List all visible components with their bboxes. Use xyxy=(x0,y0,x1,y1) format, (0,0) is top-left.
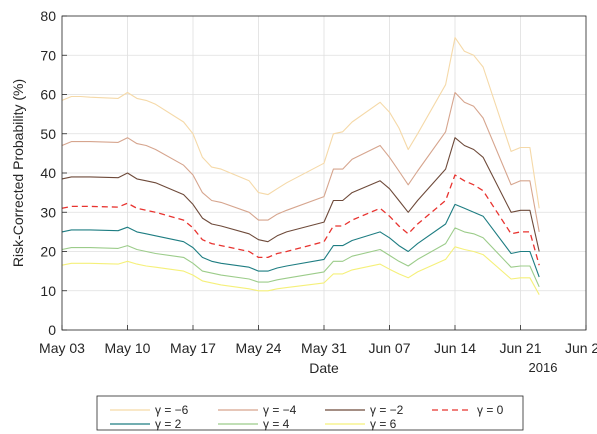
series-line-0 xyxy=(61,37,540,209)
x-tick-label: Jun 21 xyxy=(499,340,541,356)
x-axis: May 03 May 10 May 17 May 24 May 31 Jun 07 Jun … xyxy=(39,325,597,356)
legend-label-1: γ = −4 xyxy=(263,403,297,417)
series-line-4 xyxy=(61,203,540,278)
y-tick-label: 70 xyxy=(40,47,56,63)
legend-label-6: γ = 6 xyxy=(370,417,397,431)
legend: γ = −6 γ = −4 γ = −2 γ = 0 γ = 2 γ = 4 γ = 6 xyxy=(96,395,524,431)
x-tick-label: May 17 xyxy=(170,340,216,356)
series-line-1 xyxy=(61,91,540,232)
x-tick-label: May 24 xyxy=(236,340,282,356)
series-lines xyxy=(61,37,540,295)
x-tick-label: May 31 xyxy=(301,340,347,356)
x-tick-label: May 03 xyxy=(39,340,85,356)
x-tick-label: Jun 28 xyxy=(565,340,597,356)
series-line-3 xyxy=(61,174,540,266)
series-line-6 xyxy=(61,246,540,295)
y-tick-label: 40 xyxy=(40,165,56,181)
x-tick-label: Jun 07 xyxy=(368,340,410,356)
legend-label-3: γ = 0 xyxy=(477,403,504,417)
y-axis: 0 10 20 30 40 50 60 70 80 xyxy=(40,8,67,338)
y-tick-label: 0 xyxy=(48,322,56,338)
x-tick-label: May 10 xyxy=(105,340,151,356)
legend-label-0: γ = −6 xyxy=(155,403,189,417)
legend-label-4: γ = 2 xyxy=(155,417,182,431)
y-tick-label: 30 xyxy=(40,204,56,220)
y-axis-label: Risk-Corrected Probability (%) xyxy=(10,79,26,267)
legend-label-5: γ = 4 xyxy=(263,417,290,431)
x-secondary-label: 2016 xyxy=(529,360,558,375)
legend-label-2: γ = −2 xyxy=(370,403,404,417)
y-tick-label: 50 xyxy=(40,126,56,142)
legend-box xyxy=(96,395,524,431)
y-tick-label: 20 xyxy=(40,244,56,260)
y-tick-label: 80 xyxy=(40,8,56,24)
series-line-5 xyxy=(61,227,540,288)
y-tick-label: 60 xyxy=(40,87,56,103)
x-axis-label: Date xyxy=(309,360,339,376)
y-tick-label: 10 xyxy=(40,283,56,299)
x-tick-label: Jun 14 xyxy=(434,340,476,356)
series-line-2 xyxy=(61,137,540,252)
